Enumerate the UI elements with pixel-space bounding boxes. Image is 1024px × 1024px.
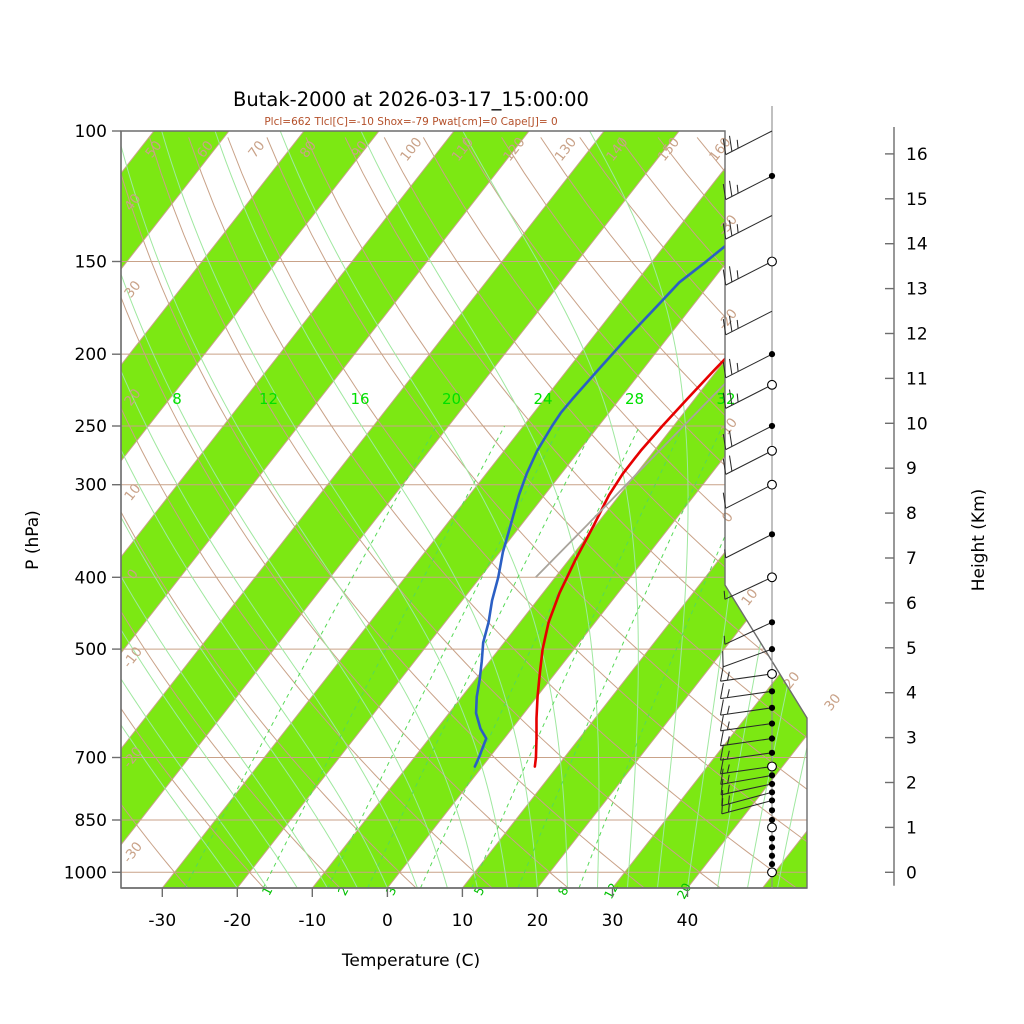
- mixing-ratio-lines: [184, 425, 775, 888]
- barb-marker: [768, 619, 776, 626]
- theta-label: 8: [172, 390, 182, 408]
- height-tick-label: 5: [906, 639, 917, 659]
- theta-label: 28: [625, 390, 644, 408]
- height-tick-label: 14: [906, 235, 928, 255]
- theta-label: 20: [442, 390, 461, 408]
- barb-marker: [768, 172, 776, 180]
- height-tick-label: 6: [906, 594, 917, 614]
- barb-marker: [768, 807, 776, 814]
- height-tick-label: 8: [906, 504, 917, 524]
- barb-marker: [768, 789, 776, 796]
- barb-marker: [767, 479, 777, 490]
- grid-label: 100: [397, 134, 425, 164]
- isobar-lines: [121, 131, 807, 873]
- y-tick-label: 700: [75, 749, 107, 769]
- height-tick-label: 12: [906, 325, 928, 345]
- barb-marker: [768, 780, 776, 788]
- x-tick-label: -20: [223, 911, 251, 931]
- barb-marker: [768, 772, 776, 779]
- x-tick-label: 30: [602, 911, 624, 931]
- height-tick-label: 2: [906, 774, 917, 794]
- barb-marker: [768, 844, 776, 851]
- moist-adiabat-lines: [121, 131, 807, 888]
- height-tick-label: 15: [906, 190, 928, 210]
- grid-label: 3: [383, 884, 400, 898]
- grid-label: 30: [821, 691, 844, 714]
- barb-marker: [767, 445, 777, 456]
- y-axis-label: P (hPa): [23, 510, 43, 570]
- temperature-axis: -30 -20 -10 0 10 20 30 40: [121, 887, 807, 931]
- y2-axis-label: Height (Km): [969, 489, 989, 592]
- x-tick-label: 40: [677, 911, 699, 931]
- y-tick-label: 250: [75, 417, 107, 437]
- x-tick-label: -30: [148, 911, 176, 931]
- barb-marker: [767, 256, 777, 267]
- y-tick-label: 1000: [64, 863, 107, 883]
- grid-label: 0: [719, 509, 737, 526]
- height-tick-label: 10: [906, 414, 928, 434]
- wind-barb-column: [719, 106, 777, 888]
- barb-marker: [768, 646, 776, 653]
- barb-marker: [768, 688, 776, 695]
- page-title: Butak-2000 at 2026-03-17_15:00:00: [233, 88, 589, 111]
- y-tick-label: 100: [75, 122, 107, 142]
- barb-marker: [768, 861, 776, 868]
- barb-marker: [768, 531, 776, 538]
- grid-label: 30: [121, 278, 144, 301]
- barb-marker: [768, 422, 776, 430]
- barb-marker: [768, 720, 776, 727]
- barb-marker: [767, 761, 777, 772]
- barb-marker: [768, 704, 776, 711]
- height-tick-label: 16: [906, 145, 928, 165]
- grid-label: 8: [555, 884, 572, 898]
- barb-marker: [768, 749, 776, 756]
- grid-label: 20: [674, 880, 695, 901]
- curve-dewpoint: [473, 131, 807, 768]
- y-tick-label: 200: [75, 345, 107, 365]
- height-tick-label: 9: [906, 459, 917, 479]
- y-tick-label: 400: [75, 568, 107, 588]
- height-tick-label: 1: [906, 818, 917, 838]
- theta-label: 12: [259, 390, 278, 408]
- barb-marker: [768, 735, 776, 742]
- barb-marker: [767, 867, 777, 878]
- grid-label: -30: [120, 839, 146, 866]
- x-tick-label: 20: [527, 911, 549, 931]
- height-tick-label: 7: [906, 549, 917, 569]
- x-tick-label: -10: [298, 911, 326, 931]
- grid-label: 70: [245, 138, 268, 161]
- grid-label: 1: [259, 884, 276, 898]
- height-tick-label: 11: [906, 369, 928, 389]
- barb-marker: [768, 816, 776, 824]
- grid-label: 10: [738, 586, 761, 609]
- x-tick-label: 10: [452, 911, 474, 931]
- height-tick-label: 3: [906, 729, 917, 749]
- barb-marker: [768, 835, 776, 842]
- curve-parcel: [535, 131, 807, 578]
- pressure-axis: 100 150 200 250 300 400 500 700 850 1000: [64, 122, 122, 888]
- height-tick-label: 4: [906, 684, 917, 704]
- indices-subtitle: Plcl=662 Tlcl[C]=-10 Shox=-79 Pwat[cm]=0…: [264, 116, 557, 128]
- x-tick-label: 0: [382, 911, 393, 931]
- x-axis-label: Temperature (C): [341, 951, 480, 971]
- y-tick-label: 500: [75, 640, 107, 660]
- barb-marker: [768, 351, 776, 358]
- y-tick-label: 300: [75, 476, 107, 496]
- barb-marker: [768, 797, 776, 804]
- height-tick-label: 0: [906, 863, 917, 883]
- y-tick-label: 150: [75, 253, 107, 273]
- height-tick-label: 13: [906, 280, 928, 300]
- y-tick-label: 850: [75, 811, 107, 831]
- theta-label: 24: [533, 390, 552, 408]
- barb-marker: [767, 668, 777, 679]
- barb-marker: [768, 852, 776, 859]
- barb-marker: [767, 379, 777, 390]
- grid-label: 12: [601, 880, 622, 901]
- barb-marker: [767, 572, 777, 583]
- barb-marker: [767, 822, 777, 833]
- theta-label: 16: [350, 390, 369, 408]
